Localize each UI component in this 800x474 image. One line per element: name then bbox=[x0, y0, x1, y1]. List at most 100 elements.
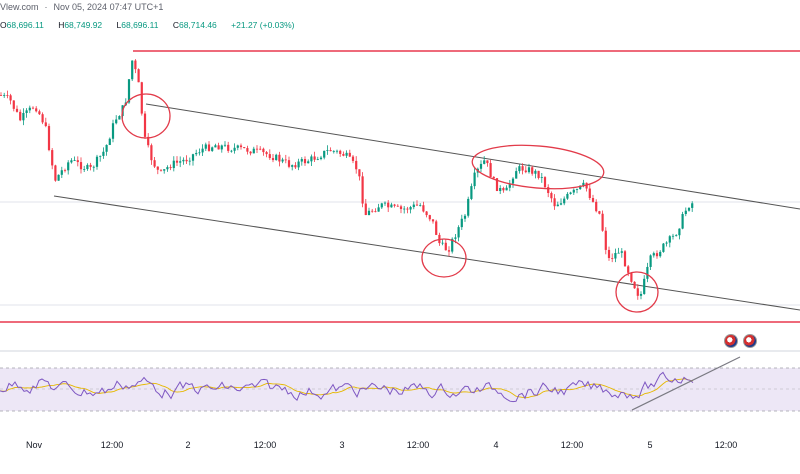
candle-up bbox=[460, 218, 463, 228]
close-label: C bbox=[172, 20, 179, 30]
candle-up bbox=[367, 210, 371, 216]
candle-down bbox=[265, 152, 268, 155]
candle-down bbox=[636, 288, 639, 296]
candle-up bbox=[28, 107, 31, 111]
us-flag-icon[interactable] bbox=[743, 334, 757, 348]
candle-up bbox=[92, 166, 95, 168]
candle-up bbox=[563, 198, 566, 204]
candle-down bbox=[435, 221, 438, 235]
candle-down bbox=[351, 156, 355, 161]
candle-up bbox=[300, 159, 303, 162]
chart-header: Vlew.com · Nov 05, 2024 07:47 UTC+1 bbox=[0, 2, 164, 12]
candle-down bbox=[259, 148, 262, 150]
x-tick-label: Nov bbox=[26, 440, 43, 450]
candle-up bbox=[643, 278, 646, 294]
candle-down bbox=[147, 136, 150, 146]
candle-up bbox=[73, 160, 76, 161]
candle-down bbox=[601, 213, 604, 231]
candle-down bbox=[262, 148, 265, 153]
candle-up bbox=[275, 154, 278, 161]
candle-up bbox=[22, 113, 25, 121]
candle-down bbox=[6, 95, 9, 96]
candle-up bbox=[326, 150, 329, 151]
candle-down bbox=[15, 108, 19, 112]
candle-up bbox=[479, 163, 483, 169]
candle-up bbox=[671, 235, 675, 237]
candle-up bbox=[687, 207, 691, 211]
candle-up bbox=[297, 161, 300, 168]
channel-lower-line[interactable] bbox=[53, 195, 800, 311]
candle-down bbox=[489, 163, 492, 177]
candle-down bbox=[278, 154, 281, 162]
x-tick-label: 12:00 bbox=[407, 440, 430, 450]
candle-up bbox=[691, 203, 694, 208]
candle-up bbox=[131, 60, 134, 80]
channel-upper-line[interactable] bbox=[145, 103, 800, 210]
candle-up bbox=[99, 155, 102, 157]
us-flag-icon[interactable] bbox=[724, 334, 738, 348]
candle-down bbox=[44, 122, 47, 127]
candle-up bbox=[307, 161, 310, 164]
candle-down bbox=[595, 201, 598, 212]
candle-up bbox=[95, 156, 99, 167]
candle-up bbox=[419, 205, 422, 207]
candle-down bbox=[271, 158, 275, 161]
candle-up bbox=[172, 160, 175, 169]
candle-up bbox=[345, 152, 348, 156]
candle-up bbox=[572, 189, 575, 193]
candle-up bbox=[483, 160, 486, 164]
candle-down bbox=[492, 176, 495, 179]
candle-up bbox=[115, 119, 118, 124]
time-label: 07:47 bbox=[109, 2, 133, 12]
candle-down bbox=[422, 205, 425, 212]
x-tick-label: 5 bbox=[647, 440, 652, 450]
open-value: 68,696.11 bbox=[6, 20, 44, 30]
candle-down bbox=[38, 111, 41, 115]
candle-down bbox=[547, 187, 550, 194]
candle-down bbox=[140, 82, 143, 114]
candle-down bbox=[387, 202, 390, 208]
candle-down bbox=[393, 204, 396, 206]
candle-down bbox=[76, 160, 79, 163]
candle-up bbox=[515, 171, 518, 179]
candle-down bbox=[348, 152, 351, 157]
candle-down bbox=[415, 204, 419, 206]
candle-down bbox=[134, 60, 137, 70]
candle-down bbox=[35, 108, 38, 112]
date-label: Nov 05, 2024 bbox=[53, 2, 108, 12]
candle-up bbox=[220, 145, 223, 150]
candle-down bbox=[54, 165, 57, 181]
candle-up bbox=[252, 148, 255, 154]
candle-up bbox=[191, 154, 195, 161]
candle-down bbox=[79, 162, 83, 170]
candle-down bbox=[249, 151, 252, 154]
candle-up bbox=[380, 203, 383, 208]
candle-up bbox=[163, 169, 166, 171]
rsi-line bbox=[0, 371, 694, 403]
candle-up bbox=[182, 159, 185, 162]
source-label: Vlew.com bbox=[0, 2, 39, 12]
candle-up bbox=[662, 243, 665, 252]
candle-down bbox=[598, 211, 601, 214]
candle-up bbox=[569, 192, 572, 194]
rsi-trendline[interactable] bbox=[631, 356, 741, 411]
candle-down bbox=[137, 69, 140, 83]
candle-down bbox=[89, 164, 92, 167]
x-tick-label: 12:00 bbox=[715, 440, 738, 450]
candle-up bbox=[281, 159, 284, 162]
candle-up bbox=[60, 170, 63, 175]
candle-down bbox=[502, 188, 505, 191]
candle-up bbox=[166, 167, 169, 170]
candle-up bbox=[323, 150, 326, 158]
candle-up bbox=[105, 144, 108, 152]
candle-up bbox=[214, 145, 217, 148]
candle-down bbox=[243, 147, 246, 149]
candle-down bbox=[143, 113, 147, 137]
candle-up bbox=[499, 188, 502, 191]
candle-down bbox=[185, 159, 188, 162]
candle-down bbox=[9, 95, 12, 101]
candle-down bbox=[633, 281, 636, 289]
low-value: 68,696.11 bbox=[121, 20, 159, 30]
candle-up bbox=[127, 79, 131, 103]
